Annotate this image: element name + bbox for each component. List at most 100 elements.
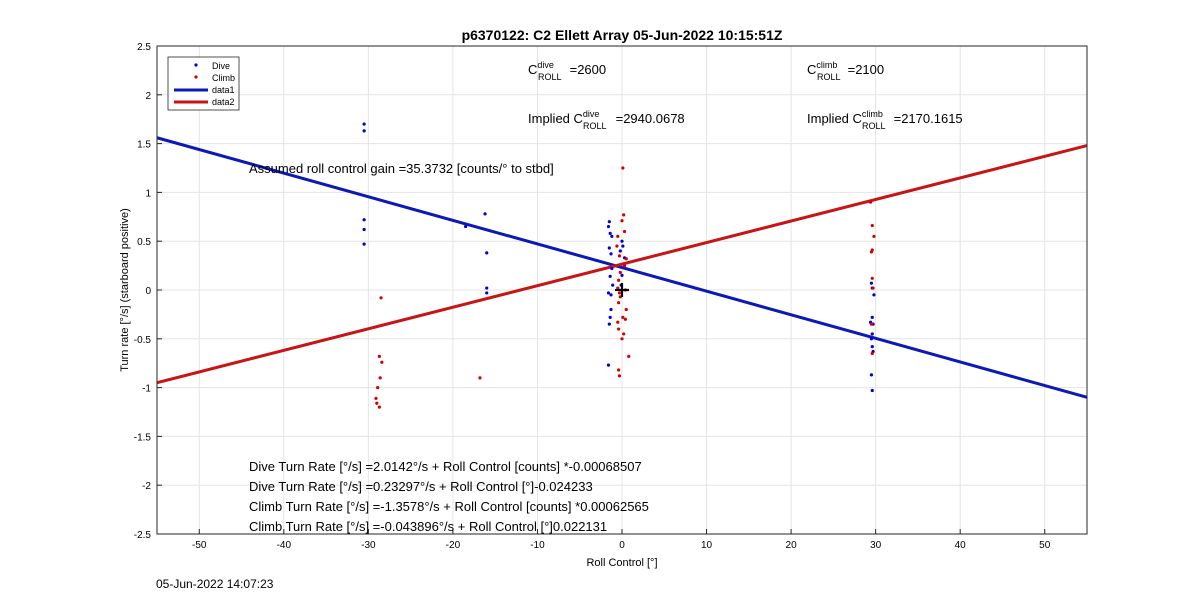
dive-point	[608, 274, 612, 278]
fit-lines	[156, 136, 1088, 399]
dive-point	[620, 273, 624, 277]
x-tick-label: 30	[870, 540, 882, 551]
dive-point	[607, 220, 611, 224]
y-tick-label: 2	[145, 91, 151, 102]
legend-dive-label: Dive	[212, 61, 230, 71]
dive-point	[485, 251, 489, 255]
dive-point	[608, 231, 612, 235]
y-tick-label: 2.5	[137, 42, 151, 53]
dive-point	[609, 307, 613, 312]
climb-point	[478, 376, 482, 380]
dive-point	[483, 212, 487, 216]
dive-point	[362, 227, 366, 232]
climb-point	[616, 286, 620, 290]
dive-point	[870, 332, 874, 336]
dive-point	[618, 249, 622, 253]
x-tick-label: 40	[955, 540, 967, 551]
y-tick-label: -1	[142, 384, 151, 395]
dive-point	[869, 337, 874, 341]
climb-fit-degrees-annotation: Climb Turn Rate [°/s] =-0.043896°/s + Ro…	[249, 519, 607, 534]
x-tick-label: -20	[446, 540, 461, 551]
climb-point	[616, 234, 620, 238]
dive-point	[609, 293, 613, 297]
y-tick-label: -2	[142, 481, 151, 492]
climb-point	[870, 351, 874, 356]
climb-fit-counts-annotation: Climb Turn Rate [°/s] =-1.3578°/s + Roll…	[249, 499, 649, 514]
dive-point	[607, 246, 611, 250]
dive-point	[362, 122, 366, 126]
dive-point	[611, 283, 615, 287]
dive-point	[610, 266, 614, 271]
climb-point	[618, 270, 622, 275]
climb-point	[622, 332, 626, 336]
climb-point	[617, 301, 621, 305]
climb-point	[869, 322, 874, 326]
climb-point	[617, 278, 621, 282]
climb-point	[617, 374, 622, 378]
implied-c-roll-climb-annotation: Implied Cclimb ROLL =2170.1615	[807, 109, 963, 131]
x-tick-label: 20	[786, 540, 798, 551]
climb-point	[620, 219, 624, 223]
x-axis-label: Roll Control [°]	[586, 557, 657, 569]
dive-point	[362, 129, 366, 133]
climb-point	[620, 337, 624, 341]
legend-climb-label: Climb	[212, 73, 235, 83]
dive-point	[610, 234, 614, 238]
chart-title: p6370122: C2 Ellett Array 05-Jun-2022 10…	[462, 27, 783, 43]
implied-c-roll-dive-annotation: Implied Cdive ROLL =2940.0678	[528, 109, 685, 131]
climb-point	[871, 286, 875, 290]
climb-point	[616, 320, 620, 324]
y-tick-label: -0.5	[134, 335, 152, 346]
climb-point	[872, 234, 876, 238]
x-tick-label: -40	[277, 540, 292, 551]
legend-dive-marker	[194, 63, 198, 67]
dive-point	[870, 345, 874, 349]
dive-point	[362, 218, 366, 222]
dive-point	[870, 315, 874, 319]
plot-frame	[156, 45, 1088, 535]
center-marker	[615, 283, 629, 297]
legend-climb-marker	[194, 75, 198, 79]
legend: Dive Climb data1 data2	[167, 56, 240, 111]
axis-ticks: -50 -40 -30 -20 -10 0 10 20 30 40 50-2.5-2-1.5-1-0…	[134, 42, 1051, 551]
dive-point	[609, 252, 613, 256]
dive-point	[362, 242, 366, 246]
climb-point	[870, 223, 874, 228]
climb-point	[624, 257, 628, 261]
data1-fit-line	[156, 136, 1088, 399]
climb-point	[621, 166, 625, 170]
climb-point	[379, 296, 383, 300]
x-tick-label: 50	[1039, 540, 1051, 551]
x-tick-label: -30	[361, 540, 376, 551]
y-tick-label: 0.5	[137, 237, 151, 248]
climb-point	[617, 291, 622, 295]
c-roll-climb-annotation: Cclimb ROLL =2100	[807, 60, 884, 82]
c-roll-dive-annotation: Cdive ROLL =2600	[528, 60, 606, 82]
y-tick-label: 1	[145, 188, 151, 199]
x-tick-label: -10	[530, 540, 545, 551]
climb-point	[624, 307, 628, 312]
dive-point	[621, 244, 625, 248]
x-tick-label: -50	[192, 540, 207, 551]
climb-point	[622, 213, 626, 217]
dive-point	[485, 286, 489, 290]
dive-point	[485, 291, 489, 295]
dive-point	[872, 293, 876, 297]
climb-point	[869, 250, 874, 254]
dive-point	[870, 388, 874, 393]
dive-point	[608, 315, 612, 319]
dive-point	[463, 224, 468, 229]
y-tick-label: 0	[145, 286, 151, 297]
data2-fit-line	[156, 144, 1088, 385]
dive-point	[620, 239, 624, 243]
dive-fit-degrees-annotation: Dive Turn Rate [°/s] =0.23297°/s + Roll …	[249, 479, 593, 494]
dive-points	[362, 122, 876, 393]
dive-point	[869, 373, 874, 377]
climb-point	[622, 229, 627, 234]
climb-point	[617, 254, 622, 258]
y-tick-label: -2.5	[134, 530, 152, 541]
climb-points	[374, 166, 876, 409]
climb-point	[377, 354, 381, 358]
climb-point	[627, 354, 631, 358]
